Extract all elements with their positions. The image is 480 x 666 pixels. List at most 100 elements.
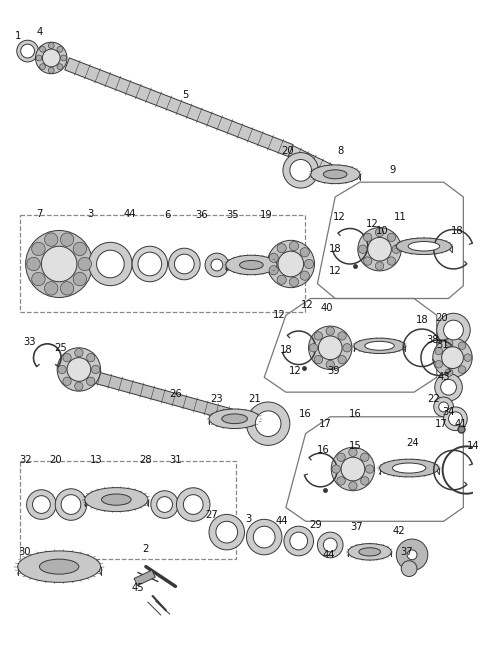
Text: 18: 18: [416, 315, 428, 325]
Circle shape: [48, 43, 54, 49]
Circle shape: [55, 489, 87, 520]
Ellipse shape: [348, 543, 391, 560]
Circle shape: [246, 402, 290, 446]
Text: 26: 26: [169, 389, 182, 399]
Circle shape: [401, 561, 417, 577]
Circle shape: [246, 519, 282, 555]
Circle shape: [375, 262, 384, 270]
Circle shape: [57, 64, 63, 70]
Circle shape: [363, 257, 372, 265]
Circle shape: [132, 246, 168, 282]
Polygon shape: [65, 58, 293, 157]
Circle shape: [267, 240, 314, 288]
Polygon shape: [288, 146, 337, 177]
Text: 8: 8: [337, 146, 343, 156]
Ellipse shape: [85, 488, 148, 511]
Circle shape: [349, 482, 357, 490]
Text: 40: 40: [321, 303, 334, 314]
Circle shape: [368, 237, 391, 261]
Circle shape: [338, 356, 346, 364]
Text: 12: 12: [301, 300, 314, 310]
Circle shape: [363, 233, 372, 242]
Circle shape: [360, 477, 369, 485]
Circle shape: [435, 374, 462, 401]
Circle shape: [277, 275, 286, 284]
Circle shape: [309, 344, 318, 352]
Text: 24: 24: [406, 438, 419, 448]
Circle shape: [26, 490, 56, 519]
Circle shape: [314, 356, 323, 364]
Circle shape: [41, 246, 77, 282]
Circle shape: [375, 228, 384, 236]
Circle shape: [338, 332, 346, 340]
Text: 12: 12: [333, 212, 346, 222]
Circle shape: [269, 253, 278, 262]
Text: 28: 28: [140, 455, 152, 465]
Text: 21: 21: [248, 394, 261, 404]
Ellipse shape: [359, 547, 381, 556]
Circle shape: [326, 327, 335, 335]
Circle shape: [209, 514, 244, 550]
Circle shape: [324, 538, 337, 552]
Text: 16: 16: [348, 409, 361, 419]
Circle shape: [60, 282, 74, 295]
Ellipse shape: [392, 463, 426, 473]
Text: 18: 18: [329, 244, 341, 254]
Circle shape: [464, 354, 471, 362]
Circle shape: [448, 412, 462, 426]
Text: 17: 17: [435, 419, 448, 429]
Circle shape: [32, 272, 45, 286]
Circle shape: [326, 360, 335, 369]
Text: 37: 37: [350, 522, 363, 532]
Text: 7: 7: [36, 208, 43, 218]
Circle shape: [434, 397, 454, 417]
Text: 29: 29: [309, 520, 322, 530]
Circle shape: [300, 271, 310, 280]
Text: 38: 38: [426, 335, 439, 345]
Text: 3: 3: [245, 514, 252, 524]
Circle shape: [444, 407, 468, 431]
Circle shape: [343, 344, 351, 352]
Text: 18: 18: [451, 226, 464, 236]
Circle shape: [387, 233, 396, 242]
Circle shape: [387, 257, 396, 265]
Circle shape: [332, 465, 340, 474]
Circle shape: [42, 49, 60, 67]
Circle shape: [40, 47, 46, 52]
Circle shape: [73, 272, 86, 286]
Circle shape: [435, 360, 443, 368]
Text: 31: 31: [436, 340, 449, 350]
Circle shape: [442, 347, 463, 368]
Circle shape: [269, 266, 278, 275]
Circle shape: [284, 526, 313, 556]
Text: 33: 33: [24, 337, 36, 347]
Circle shape: [359, 245, 367, 253]
Text: 39: 39: [327, 366, 339, 376]
Text: 20: 20: [282, 146, 294, 156]
Circle shape: [17, 40, 38, 62]
Circle shape: [318, 336, 342, 360]
Text: 44: 44: [323, 550, 336, 560]
Circle shape: [57, 47, 63, 52]
Circle shape: [75, 382, 83, 390]
Text: 19: 19: [260, 210, 273, 220]
Text: 35: 35: [227, 210, 239, 220]
Text: 17: 17: [319, 419, 332, 429]
Circle shape: [48, 67, 54, 73]
Circle shape: [458, 366, 466, 374]
Circle shape: [278, 251, 304, 277]
Bar: [134, 570, 155, 585]
Circle shape: [60, 233, 74, 246]
Text: 3: 3: [87, 208, 94, 218]
Ellipse shape: [354, 338, 405, 354]
Circle shape: [309, 326, 352, 370]
Text: 22: 22: [427, 394, 440, 404]
Circle shape: [177, 488, 210, 521]
Circle shape: [331, 448, 374, 491]
Circle shape: [317, 532, 343, 557]
Circle shape: [75, 348, 83, 357]
Text: 1: 1: [14, 31, 21, 41]
Circle shape: [96, 250, 124, 278]
Circle shape: [444, 320, 463, 340]
Circle shape: [396, 539, 428, 571]
